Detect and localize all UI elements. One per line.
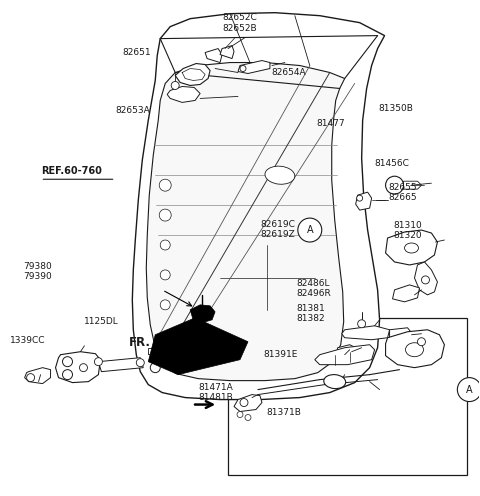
Polygon shape [56,352,100,382]
Text: 81350B: 81350B [379,104,414,113]
Text: 1339CC: 1339CC [10,336,46,346]
Text: 1125DL: 1125DL [84,316,119,326]
Text: 81310
81320: 81310 81320 [393,221,422,241]
Circle shape [62,357,72,367]
Text: 79380
79390: 79380 79390 [24,262,52,281]
Circle shape [237,412,243,418]
Text: 82652C
82652B: 82652C 82652B [223,13,257,33]
Polygon shape [404,181,421,189]
Text: 82655
82665: 82655 82665 [388,183,417,202]
Bar [228,318,468,475]
Polygon shape [220,46,234,59]
Polygon shape [238,61,270,73]
Ellipse shape [265,166,295,184]
Ellipse shape [406,343,423,357]
Polygon shape [393,285,420,302]
Polygon shape [415,262,437,295]
Ellipse shape [405,243,419,253]
Ellipse shape [324,374,346,389]
Circle shape [150,363,160,372]
Polygon shape [167,86,200,102]
Polygon shape [24,368,50,383]
Polygon shape [148,318,248,374]
Bar [220,245,315,310]
Circle shape [159,179,171,191]
Polygon shape [315,345,374,365]
Polygon shape [342,326,390,340]
Text: 82486L
82496R: 82486L 82496R [297,279,331,298]
Circle shape [62,370,72,379]
Text: 82619C
82619Z: 82619C 82619Z [260,220,295,239]
Circle shape [160,240,170,250]
Circle shape [418,338,425,346]
Text: 81456C: 81456C [374,159,409,169]
Circle shape [357,195,363,201]
Circle shape [80,364,87,372]
Circle shape [421,276,430,284]
Polygon shape [385,330,444,368]
Circle shape [198,309,206,317]
Circle shape [95,358,102,366]
Circle shape [240,65,246,71]
Text: 82653A: 82653A [116,106,150,115]
Circle shape [159,209,171,221]
Polygon shape [146,62,345,380]
Circle shape [385,176,404,194]
Polygon shape [175,63,210,85]
Text: 81381
81382: 81381 81382 [297,304,325,323]
Polygon shape [132,13,384,400]
Circle shape [160,270,170,280]
Circle shape [457,377,480,402]
Text: 82654A: 82654A [271,68,306,77]
Polygon shape [385,230,437,265]
Text: FR.: FR. [129,336,151,350]
Polygon shape [234,395,262,412]
Circle shape [298,218,322,242]
Circle shape [160,300,170,310]
Circle shape [171,81,179,89]
Text: 81477: 81477 [317,119,345,128]
Polygon shape [356,192,372,210]
Text: A: A [307,225,313,235]
Polygon shape [148,348,165,354]
Polygon shape [190,305,215,323]
Text: A: A [466,384,473,395]
Circle shape [136,359,144,367]
Circle shape [240,399,248,407]
Text: REF.60-760: REF.60-760 [41,166,102,177]
Circle shape [26,373,35,381]
Text: 82651: 82651 [123,48,151,57]
Polygon shape [390,328,411,342]
Polygon shape [98,358,144,372]
Text: 81371B: 81371B [266,408,301,417]
Text: 81471A
81481B: 81471A 81481B [198,383,233,402]
Text: 81391E: 81391E [263,350,297,359]
Polygon shape [205,49,222,62]
Circle shape [358,320,366,328]
Polygon shape [336,345,356,360]
Circle shape [245,415,251,421]
